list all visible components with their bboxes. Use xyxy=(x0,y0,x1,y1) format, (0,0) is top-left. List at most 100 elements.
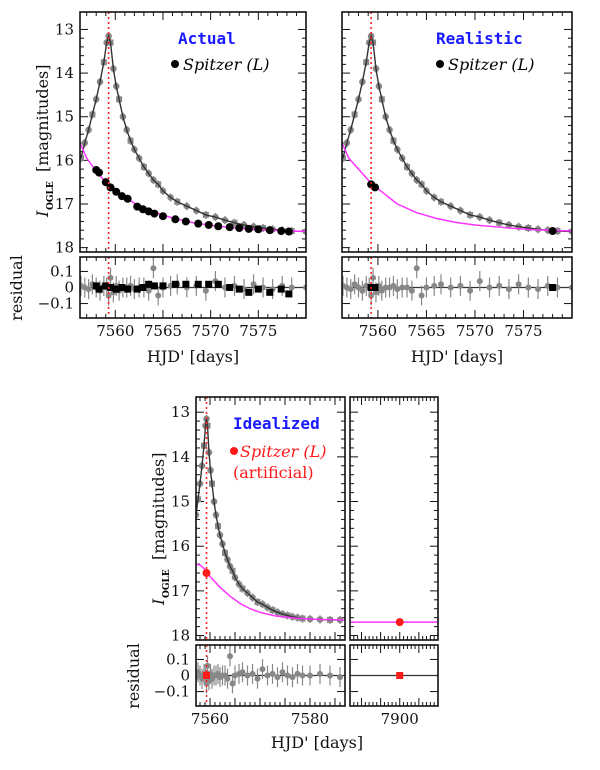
residual-point xyxy=(413,265,420,272)
residual-point xyxy=(457,282,464,289)
y-tick-label: 16 xyxy=(55,151,74,169)
model-curve xyxy=(342,33,572,233)
residual-point xyxy=(269,670,276,677)
residual-point xyxy=(294,670,301,677)
y-tick-label: 15 xyxy=(171,493,190,511)
residual-point xyxy=(254,675,261,682)
y-tick-label: 17 xyxy=(55,195,74,213)
residual-point xyxy=(279,669,286,676)
spitzer-residual-point xyxy=(118,284,126,291)
spitzer-residual-point xyxy=(266,288,274,296)
x-tick-label: 7575 xyxy=(239,322,277,340)
x-tick-label: 7560 xyxy=(359,322,397,340)
spitzer-residual-point xyxy=(102,282,110,290)
x-tick-label: 7570 xyxy=(192,322,230,340)
residual-point xyxy=(337,674,343,681)
plot-frame xyxy=(341,11,573,253)
spitzer-point xyxy=(254,225,263,234)
panel-title: Actual xyxy=(178,29,236,48)
residual-frame xyxy=(79,256,307,319)
ground-residuals xyxy=(396,672,404,679)
ground-data xyxy=(342,32,572,236)
y-axis-label: I OGLE [magnitudes] xyxy=(33,64,56,218)
legend-label: Spitzer (L) xyxy=(183,55,270,74)
y-label-sub: OGLE xyxy=(46,181,56,210)
ground-point xyxy=(360,229,367,236)
y-tick-label: 17 xyxy=(171,582,190,600)
panel-realistic: Realistic Spitzer (L) HJD' [days] 7560 75… xyxy=(341,11,594,366)
plot-frame xyxy=(195,396,346,641)
y-tick-label: 18 xyxy=(55,239,74,257)
y-tick-label: 15 xyxy=(55,108,74,126)
legend-label: Spitzer (L) xyxy=(448,55,535,74)
spitzer-model-curve xyxy=(342,142,572,232)
x-axis-label: HJD' [days] xyxy=(411,347,503,366)
spitzer-residual-point xyxy=(285,290,293,298)
spitzer-residual-point xyxy=(182,280,190,288)
residual-label: residual xyxy=(124,643,143,709)
spitzer-point xyxy=(95,168,104,177)
ground-residuals xyxy=(342,258,594,306)
residual-point xyxy=(588,283,594,289)
spitzer-point xyxy=(112,187,121,196)
ground-point xyxy=(80,155,84,162)
residual-point xyxy=(317,670,323,677)
residual-point xyxy=(467,287,474,294)
x-tick-label: 7580 xyxy=(291,710,329,728)
y-tick-label: 13 xyxy=(55,20,74,38)
plot-frame xyxy=(79,11,307,253)
spitzer-residual-point xyxy=(194,280,202,288)
spitzer-residual-point xyxy=(235,285,243,293)
residual-point xyxy=(431,282,438,289)
legend-note: (artificial) xyxy=(233,463,314,482)
residual-point xyxy=(145,287,152,294)
residual-point xyxy=(359,287,366,294)
spitzer-point xyxy=(284,227,293,236)
res-tick-label: 0 xyxy=(180,667,190,685)
residual-point xyxy=(105,292,112,299)
res-tick-label: −0.1 xyxy=(38,295,74,313)
residual-frame xyxy=(195,644,346,707)
spitzer-point xyxy=(106,183,115,192)
res-tick-label: 0.1 xyxy=(166,650,190,668)
residual-point xyxy=(288,284,295,291)
y-tick-label: 14 xyxy=(55,64,74,82)
spitzer-point xyxy=(123,194,132,203)
spitzer-residual-point xyxy=(107,284,115,291)
ground-point xyxy=(322,229,329,236)
y-label-main: I xyxy=(33,210,52,218)
residual-point xyxy=(394,286,401,293)
spitzer-residual-point xyxy=(159,282,167,290)
ground-point xyxy=(342,155,346,162)
residual-point xyxy=(525,284,532,291)
residual-label: residual xyxy=(7,255,26,321)
spitzer-residual-point xyxy=(145,280,153,288)
residual-point xyxy=(202,287,209,294)
y-label-main: I xyxy=(149,598,168,606)
residual-point xyxy=(150,265,157,272)
res-tick-label: 0 xyxy=(64,279,74,297)
residual-point xyxy=(284,672,291,679)
x-axis-label: HJD' [days] xyxy=(147,347,239,366)
residual-point xyxy=(399,284,406,291)
residual-point xyxy=(264,672,271,679)
y-label-sub: OGLE xyxy=(162,569,172,598)
residual-frame xyxy=(341,256,573,319)
res-tick-label: 0.1 xyxy=(50,262,74,280)
spitzer-residual-point xyxy=(150,282,158,290)
spitzer-residual-point xyxy=(245,288,253,296)
spitzer-residual-point xyxy=(371,284,379,291)
residual-point xyxy=(224,675,231,682)
spitzer-point xyxy=(101,178,110,187)
spitzer-residual-point xyxy=(112,285,120,293)
residual-point xyxy=(476,278,483,285)
spitzer-point xyxy=(181,217,190,226)
ground-data xyxy=(80,32,367,236)
residual-point xyxy=(515,281,522,288)
ground-data xyxy=(196,414,345,624)
spitzer-point xyxy=(214,222,223,231)
residual-point xyxy=(244,672,251,679)
residual-point xyxy=(274,674,281,681)
spitzer-residual-point xyxy=(139,284,147,291)
